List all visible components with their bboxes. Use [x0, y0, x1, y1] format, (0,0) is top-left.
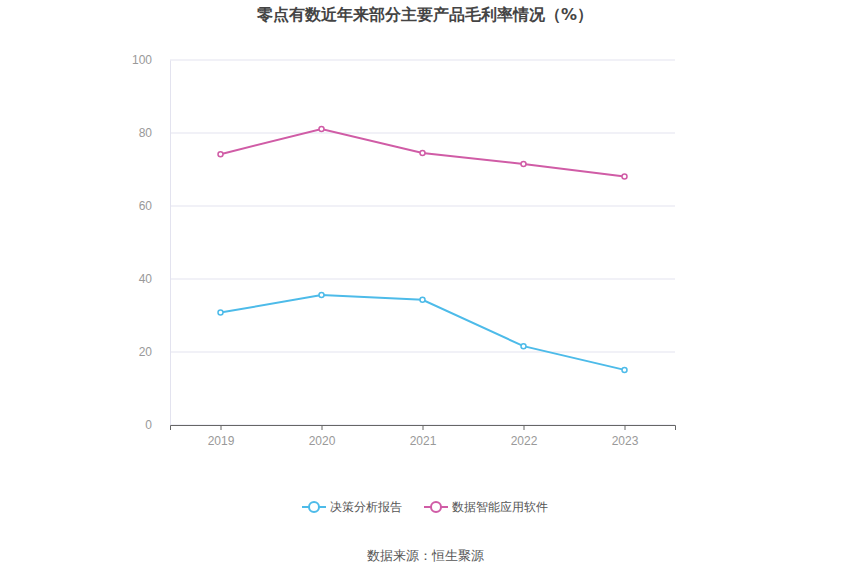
marks — [218, 126, 627, 372]
series-marker — [218, 152, 223, 157]
y-axis-line — [170, 61, 171, 426]
legend-item: 数据智能应用软件 — [424, 500, 548, 514]
y-tick-label: 80 — [139, 126, 153, 140]
series-line — [221, 295, 625, 370]
x-axis-line — [171, 426, 676, 431]
plot: 0 20 40 60 80 100 2019 2020 2021 2022 2023 — [132, 53, 676, 447]
legend-label: 决策分析报告 — [330, 500, 402, 514]
series-marker — [218, 310, 223, 315]
x-tick: 2023 — [612, 425, 639, 448]
chart: 零点有数近年来部分主要产品毛利率情况（%） 0 20 40 60 80 100 2019 202… — [0, 0, 850, 575]
x-tick-mark — [221, 425, 222, 430]
series-marker — [622, 367, 627, 372]
y-tick: 20 — [139, 345, 170, 359]
x-tick-mark — [625, 425, 626, 430]
series-marker — [622, 174, 627, 179]
grid — [170, 60, 675, 425]
series-marker — [319, 126, 324, 131]
series-marker — [319, 293, 324, 298]
series-marker — [420, 151, 425, 156]
x-tick-label: 2020 — [309, 434, 336, 448]
y-tick-label: 20 — [139, 345, 153, 359]
x-tick-mark — [524, 425, 525, 430]
x-tick-label: 2019 — [208, 434, 235, 448]
legend: 决策分析报告 数据智能应用软件 — [302, 500, 548, 514]
x-tick-label: 2022 — [511, 434, 538, 448]
y-tick-label: 100 — [132, 53, 152, 67]
x-tick-label: 2021 — [410, 434, 437, 448]
legend-label: 数据智能应用软件 — [452, 500, 548, 514]
x-tick: 2019 — [208, 425, 235, 448]
x-tick-mark — [423, 425, 424, 430]
source: 数据来源：恒生聚源 — [367, 548, 484, 563]
grid-line — [170, 60, 675, 61]
y-tick-label: 60 — [139, 199, 153, 213]
grid-line — [170, 279, 675, 280]
legend-marker — [431, 502, 441, 512]
x-tick: 2020 — [309, 425, 336, 448]
series-line — [221, 129, 625, 176]
y-tick-label: 0 — [145, 418, 152, 432]
y-tick: 60 — [139, 199, 170, 213]
grid-line — [170, 352, 675, 353]
series-marker — [420, 297, 425, 302]
grid-line — [170, 206, 675, 207]
series-marker — [521, 162, 526, 167]
x-tick-mark — [322, 425, 323, 430]
x-tick: 2022 — [511, 425, 538, 448]
y-tick: 100 — [132, 53, 170, 67]
series-marker — [521, 344, 526, 349]
y-tick: 0 — [145, 418, 170, 432]
y-tick: 80 — [139, 126, 170, 140]
y-tick: 40 — [139, 272, 170, 286]
legend-item: 决策分析报告 — [302, 500, 402, 514]
y-axis: 0 20 40 60 80 100 — [132, 53, 171, 432]
title: 零点有数近年来部分主要产品毛利率情况（%） — [256, 5, 593, 24]
x-axis: 2019 2020 2021 2022 2023 — [171, 425, 676, 448]
x-tick: 2021 — [410, 425, 437, 448]
y-tick-label: 40 — [139, 272, 153, 286]
legend-marker — [309, 502, 319, 512]
x-tick-label: 2023 — [612, 434, 639, 448]
grid-line — [170, 133, 675, 134]
